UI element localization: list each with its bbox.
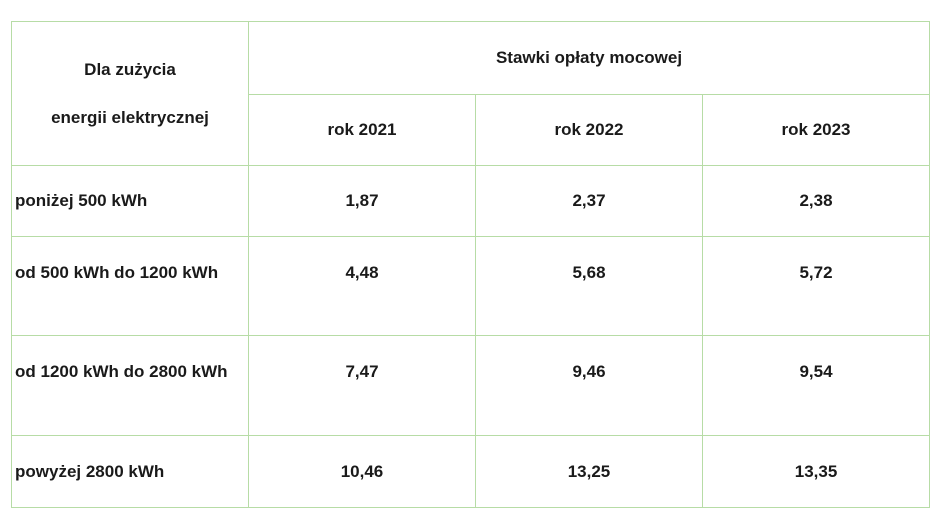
row-header-line2: energii elektrycznej [51,107,209,127]
year-header-2021: rok 2021 [248,94,476,166]
row-header-cell: Dla zużycia energii elektrycznej [11,21,249,166]
row-label: od 1200 kWh do 2800 kWh [11,335,249,436]
value-cell: 2,37 [475,165,703,237]
value-cell: 13,25 [475,435,703,508]
header-row-1: Dla zużycia energii elektrycznej Stawki … [11,21,931,166]
value-cell: 9,54 [701,335,931,436]
row-label: od 500 kWh do 1200 kWh [11,236,249,336]
table-row: od 1200 kWh do 2800 kWh 7,47 9,46 9,54 [11,335,931,436]
value-cell: 9,46 [475,335,703,436]
row-label: powyżej 2800 kWh [11,435,249,508]
value-cell: 5,68 [475,236,703,336]
year-header-2023: rok 2023 [701,94,931,166]
value-cell: 13,35 [701,435,931,508]
table-row: poniżej 500 kWh 1,87 2,37 2,38 [11,165,931,237]
capacity-fee-table: Dla zużycia energii elektrycznej Stawki … [11,21,931,508]
value-cell: 4,48 [248,236,476,336]
value-cell: 7,47 [248,335,476,436]
value-cell: 1,87 [248,165,476,237]
header-row-2: rok 2021 rok 2022 rok 2023 [12,94,931,166]
year-header-2022: rok 2022 [475,94,703,166]
value-cell: 10,46 [248,435,476,508]
value-cell: 2,38 [701,165,931,237]
row-header-line1: Dla zużycia [84,59,176,79]
group-header: Stawki opłaty mocowej [247,21,931,95]
row-label: poniżej 500 kWh [11,165,249,237]
value-cell: 5,72 [701,236,931,336]
table-row: powyżej 2800 kWh 10,46 13,25 13,35 [11,435,931,508]
table-row: od 500 kWh do 1200 kWh 4,48 5,68 5,72 [11,236,931,336]
